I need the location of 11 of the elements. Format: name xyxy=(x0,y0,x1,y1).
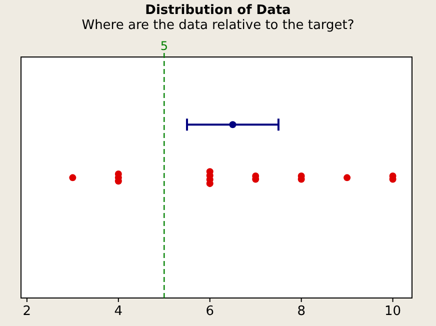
x-tick-label: 6 xyxy=(206,304,214,319)
point xyxy=(344,174,351,182)
x-tick-label: 4 xyxy=(114,304,123,319)
chart-title: Distribution of Data xyxy=(145,3,291,18)
x-tick-label: 8 xyxy=(297,304,306,319)
chart-subtitle: Where are the data relative to the target? xyxy=(82,18,354,33)
point xyxy=(69,174,76,182)
ref-line-label: 5 xyxy=(160,39,168,53)
x-tick-label: 2 xyxy=(22,304,32,319)
point xyxy=(229,121,236,128)
x-tick-label: 10 xyxy=(384,304,402,319)
